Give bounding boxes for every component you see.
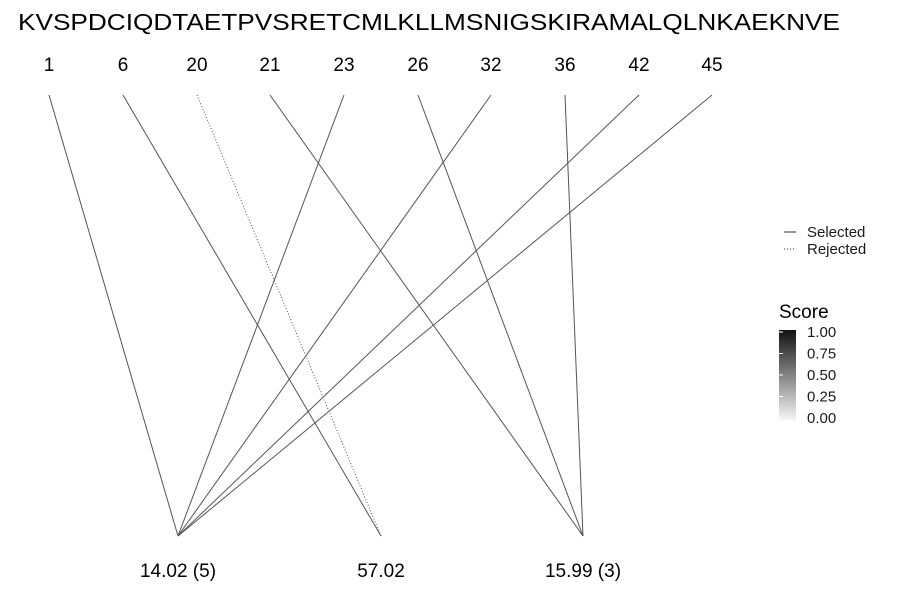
score-legend: Score 1.00 0.75 0.50 0.25 0.00	[779, 302, 836, 427]
mass-label: 57.02	[357, 561, 405, 582]
position-labels: 1 6 20 21 23 26 32 36 42 45	[44, 55, 723, 76]
position-label: 26	[407, 55, 428, 76]
selected-link-line	[177, 94, 713, 537]
legend-rejected-label: Rejected	[807, 241, 866, 258]
position-label: 42	[628, 55, 649, 76]
selected-link-line	[122, 94, 382, 537]
score-ticks: 1.00 0.75 0.50 0.25 0.00	[779, 324, 836, 427]
position-label: 20	[186, 55, 207, 76]
score-tick-label: 0.75	[807, 346, 836, 363]
selected-link-line	[564, 94, 584, 537]
score-tick-label: 1.00	[807, 324, 836, 341]
position-label: 32	[480, 55, 501, 76]
score-colorbar	[779, 330, 796, 420]
position-label: 6	[118, 55, 129, 76]
link-lines	[48, 94, 713, 537]
selected-link-line	[177, 94, 345, 537]
linetype-legend: Selected Rejected	[784, 224, 866, 258]
selected-link-line	[48, 94, 179, 537]
position-label: 45	[701, 55, 722, 76]
peptide-sequence: KVSPDCIQDTAETPVSRETCMLKLLMSNIGSKIRAMALQL…	[18, 9, 840, 35]
position-label: 1	[44, 55, 55, 76]
score-tick-label: 0.50	[807, 367, 836, 384]
selected-link-line	[177, 94, 492, 537]
score-tick-label: 0.00	[807, 410, 836, 427]
position-label: 21	[259, 55, 280, 76]
position-label: 36	[554, 55, 575, 76]
position-label: 23	[333, 55, 354, 76]
legend-selected-label: Selected	[807, 224, 865, 241]
mass-label: 14.02 (5)	[140, 561, 216, 582]
mass-labels: 14.02 (5) 57.02 15.99 (3)	[140, 561, 621, 582]
mass-label: 15.99 (3)	[545, 561, 621, 582]
selected-link-line	[269, 94, 584, 537]
selected-link-line	[417, 94, 584, 537]
score-legend-title: Score	[779, 302, 829, 323]
selected-link-line	[177, 94, 640, 537]
score-tick-label: 0.25	[807, 389, 836, 406]
